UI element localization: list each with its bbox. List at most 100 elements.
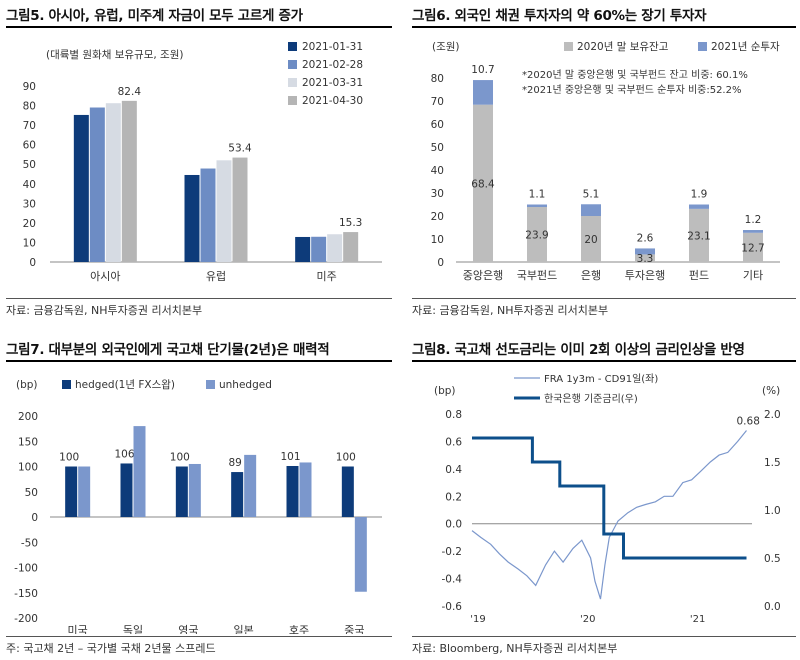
source-rule	[412, 298, 796, 299]
y-tick-label: 80	[23, 101, 36, 113]
y-tick-label: 60	[23, 140, 36, 152]
title-rule	[412, 26, 796, 28]
bar	[105, 103, 121, 262]
y2-tick-label: 0.5	[764, 553, 781, 565]
annotation: *2020년 말 중앙은행 및 국부펀드 잔고 비중: 60.1%	[522, 69, 748, 81]
y-tick-label: -50	[21, 537, 38, 549]
data-label: 15.3	[339, 217, 362, 229]
data-label: 82.4	[118, 86, 142, 98]
data-label: 89	[228, 457, 241, 469]
chart-source: 주: 국고채 2년 – 국가별 국채 2년물 스프레드	[6, 642, 216, 655]
bar	[244, 454, 257, 517]
bar	[89, 107, 105, 262]
legend-label: 2021-02-28	[302, 59, 363, 71]
bar	[216, 160, 232, 262]
y-tick-label: 70	[431, 96, 444, 108]
y2-tick-label: 0.0	[764, 601, 781, 613]
legend-label: 한국은행 기준금리(우)	[544, 393, 638, 405]
data-label: 106	[114, 448, 134, 460]
data-label-top: 2.6	[637, 232, 654, 244]
chart-title: 그림7. 대부분의 외국인에게 국고채 단기물(2년)은 매력적	[6, 342, 330, 358]
bar	[343, 232, 359, 262]
legend-swatch	[288, 42, 297, 51]
fra-spread-line	[471, 430, 747, 600]
bar	[184, 174, 200, 262]
x-tick-label: 아시아	[90, 270, 120, 283]
base-rate-line	[472, 436, 747, 560]
legend-swatch	[288, 96, 297, 105]
y-tick-label: 50	[25, 487, 38, 499]
y-tick-label: 0.2	[445, 491, 462, 503]
y-tick-label: 20	[23, 218, 36, 230]
bar	[286, 465, 299, 517]
y-tick-label: -0.6	[442, 601, 463, 613]
y-tick-label: 40	[23, 179, 36, 191]
legend-label: FRA 1y3m - CD91일(좌)	[544, 373, 658, 385]
data-label-top: 1.9	[691, 189, 708, 201]
bar-stack-top	[473, 80, 493, 105]
chart-source: 자료: 금융감독원, NH투자증권 리서치본부	[6, 304, 203, 317]
x-tick-label: 중국	[344, 624, 364, 634]
bar	[354, 517, 367, 592]
y-tick-label: 0.6	[445, 436, 462, 448]
bar-stack-base	[527, 207, 547, 262]
legend-label: 2021-01-31	[302, 41, 363, 53]
data-label-base: 3.3	[637, 253, 654, 265]
y-tick-label: -0.4	[442, 574, 463, 586]
legend-label: 2021-04-30	[302, 95, 363, 107]
y-tick-label: 80	[431, 73, 444, 85]
y-tick-label: 0	[437, 257, 444, 269]
chart-panel-2: 그림6. 외국인 채권 투자자의 약 60%는 장기 투자자 (조원) 0 10 20…	[412, 4, 796, 320]
legend-swatch	[206, 380, 215, 389]
title-rule	[6, 26, 392, 28]
chart-svg: (bp) (%) -0.6 -0.4 -0.2 0.0 0.2 0.4 0.6 0.8 0.0 0.5…	[434, 373, 781, 625]
end-label: 0.68	[737, 415, 760, 427]
x-tick-label: 투자은행	[625, 269, 665, 282]
bar	[231, 472, 244, 517]
chart-panel-1: 그림5. 아시아, 유럽, 미주계 자금이 모두 고르게 증가 (대륙별 원화채…	[6, 4, 392, 320]
y-tick-label: 90	[23, 81, 36, 93]
x-tick-label: 미국	[68, 624, 88, 634]
data-label: 100	[59, 452, 79, 464]
bar-stack-top	[581, 204, 601, 216]
y-tick-label: 70	[23, 120, 36, 132]
legend-label: 2021년 순투자	[711, 41, 780, 53]
y-tick-label: 100	[18, 462, 38, 474]
bar	[120, 463, 133, 517]
chart-source: 자료: 금융감독원, NH투자증권 리서치본부	[412, 304, 609, 317]
y-tick-label: 0	[31, 512, 38, 524]
bar	[311, 236, 327, 262]
y2-tick-label: 1.0	[764, 505, 781, 517]
y-tick-label: 60	[431, 119, 444, 131]
legend-swatch	[698, 42, 707, 51]
bar	[121, 100, 137, 263]
chart-title: 그림6. 외국인 채권 투자자의 약 60%는 장기 투자자	[412, 8, 707, 24]
source-rule	[6, 298, 392, 299]
annotation: *2021년 중앙은행 및 국부펀드 순투자 비중:52.2%	[522, 84, 741, 96]
bar	[188, 463, 201, 517]
chart-title: 그림5. 아시아, 유럽, 미주계 자금이 모두 고르게 증가	[6, 8, 303, 24]
bar	[232, 157, 248, 262]
y-axis-label: (조원)	[432, 41, 460, 53]
legend-swatch	[564, 42, 573, 51]
legend-swatch	[62, 380, 71, 389]
data-label-base: 20	[584, 234, 597, 246]
bar	[327, 234, 343, 262]
y-tick-label: 10	[23, 237, 36, 249]
x-tick-label: '20	[580, 614, 595, 625]
legend-label: 2021-03-31	[302, 77, 363, 89]
legend-swatch	[288, 78, 297, 87]
x-tick-label: 중앙은행	[463, 269, 503, 282]
legend-label: unhedged	[219, 379, 272, 391]
y2-tick-label: 2.0	[764, 409, 781, 421]
bar	[200, 168, 216, 262]
bar-stack-top	[635, 248, 655, 255]
bar-stack-top	[527, 204, 547, 208]
bar-stack-base	[581, 216, 601, 262]
bar	[295, 236, 311, 262]
y-tick-label: 30	[23, 198, 36, 210]
x-tick-label: 유럽	[206, 269, 226, 283]
data-label: 100	[336, 452, 356, 464]
x-tick-label: '19	[470, 614, 485, 625]
bar-stack-top	[689, 204, 709, 209]
